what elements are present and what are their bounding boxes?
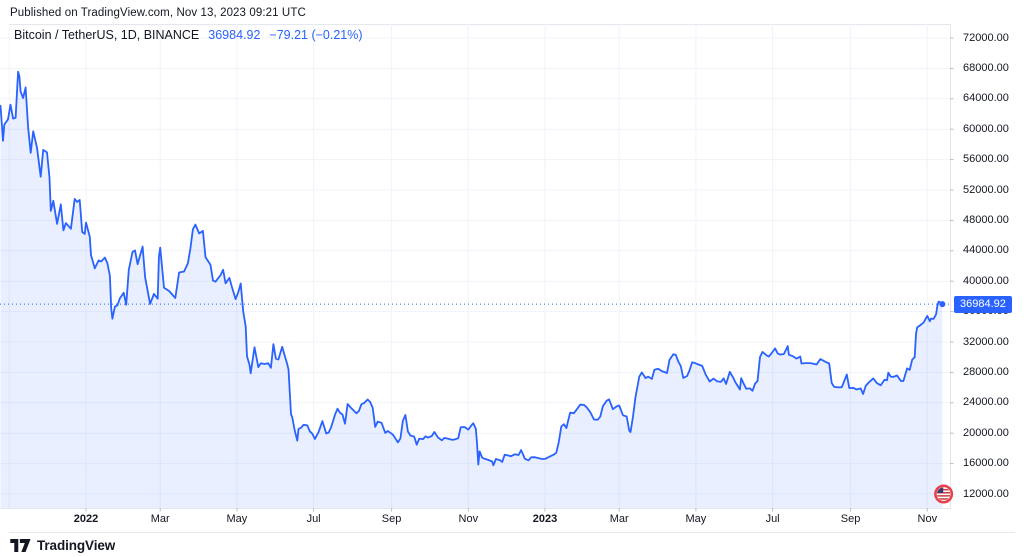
tradingview-branding[interactable]: TradingView xyxy=(10,537,115,553)
symbol-title: Bitcoin / TetherUS, 1D, BINANCE xyxy=(14,28,200,42)
legend-change: −79.21 (−0.21%) xyxy=(269,28,363,42)
chart-legend: Bitcoin / TetherUS, 1D, BINANCE 36984.92−… xyxy=(14,28,363,42)
published-on-text: Published on TradingView.com, Nov 13, 20… xyxy=(10,7,306,19)
legend-last-price: 36984.92 xyxy=(208,28,261,42)
price-scale[interactable] xyxy=(951,24,1024,532)
last-price-dot xyxy=(939,301,946,308)
brand-name: TradingView xyxy=(37,537,116,553)
chart-top-border xyxy=(9,24,1015,25)
footer-divider xyxy=(9,532,1015,533)
price-line-series xyxy=(0,70,944,467)
time-axis-border xyxy=(0,508,1015,509)
price-scale-border xyxy=(950,24,951,532)
time-scale[interactable] xyxy=(0,509,1024,532)
price-area-fill xyxy=(0,71,943,509)
tradingview-logo-icon xyxy=(10,538,31,552)
us-flag-event-icon[interactable] xyxy=(934,484,954,504)
last-price-axis-label: 36984.92 xyxy=(954,295,1012,313)
